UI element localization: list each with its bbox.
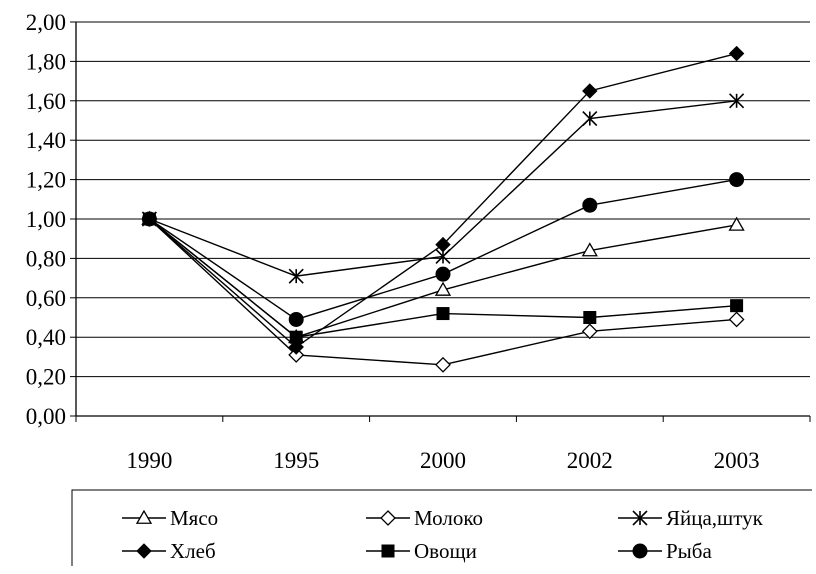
data-point	[582, 83, 598, 99]
y-tick-label: 1,40	[26, 128, 66, 153]
data-point	[436, 307, 450, 321]
data-point	[435, 236, 451, 253]
legend-item: Мясо	[122, 506, 218, 530]
data-point	[141, 211, 157, 227]
x-tick-label: 1995	[273, 448, 319, 473]
x-tick-label: 1990	[126, 448, 172, 473]
y-tick-label: 1,80	[26, 49, 66, 74]
y-tick-label: 1,00	[26, 207, 66, 232]
data-point	[435, 266, 451, 282]
series-5	[142, 212, 744, 344]
legend-label: Рыба	[666, 539, 712, 563]
y-tick-label: 1,20	[26, 168, 66, 193]
data-point	[288, 268, 304, 284]
axes: 0,00 0,20 0,40 0,60 0,80 1,00 1,20 1,40 1,60 1,80…	[26, 10, 811, 473]
y-tick-label: 2,00	[26, 10, 66, 35]
legend-marker	[381, 544, 395, 558]
data-point	[728, 216, 745, 231]
legend-label: Хлеб	[170, 539, 216, 563]
x-tick-label: 2000	[420, 448, 466, 473]
legend-item: Молоко	[366, 506, 483, 530]
legend-marker	[632, 543, 648, 559]
series-lines	[141, 45, 745, 373]
y-tick-label: 0,00	[26, 404, 66, 429]
legend-marker	[135, 509, 153, 524]
x-tick-label: 2003	[714, 448, 760, 473]
series-6	[141, 172, 745, 327]
legend-item: Овощи	[366, 539, 477, 563]
legend-marker	[380, 510, 396, 526]
series-3	[141, 93, 745, 284]
data-point	[288, 347, 305, 363]
legend-label: Мясо	[170, 506, 218, 530]
legend-marker	[632, 510, 648, 526]
data-point	[729, 93, 745, 109]
data-point	[581, 242, 598, 257]
y-tick-label: 0,20	[26, 365, 66, 390]
data-point	[288, 311, 304, 327]
data-point	[434, 281, 452, 296]
data-point	[289, 330, 303, 344]
legend-marker	[136, 543, 152, 559]
data-point	[581, 323, 598, 340]
legend-item: Яйца,штук	[618, 506, 764, 530]
data-point	[728, 45, 745, 62]
legend-label: Овощи	[414, 539, 477, 563]
y-tick-label: 1,60	[26, 89, 66, 114]
legend: Мясо Молоко Яйца,штук Хлеб Овощи Рыба	[71, 489, 812, 566]
y-tick-label: 0,60	[26, 286, 66, 311]
series-line	[148, 52, 737, 348]
data-point	[582, 197, 598, 213]
data-point	[729, 172, 745, 188]
data-point	[583, 311, 597, 324]
legend-item: Рыба	[618, 539, 712, 563]
legend-label: Яйца,штук	[666, 506, 764, 530]
y-tick-label: 0,40	[26, 325, 66, 350]
data-point	[435, 356, 451, 373]
data-point	[728, 311, 745, 328]
legend-item: Хлеб	[122, 539, 216, 563]
legend-border	[71, 489, 812, 566]
gridlines	[76, 21, 810, 378]
data-point	[582, 110, 598, 127]
legend-label: Молоко	[414, 506, 483, 530]
data-point	[730, 299, 744, 313]
x-tick-label: 2002	[567, 448, 613, 473]
y-tick-label: 0,80	[26, 246, 66, 271]
